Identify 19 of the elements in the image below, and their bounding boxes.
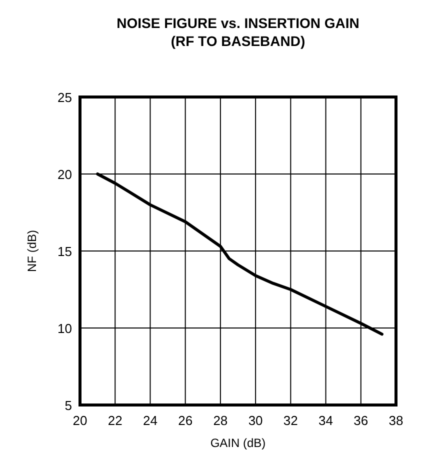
x-tick-label: 34 [318, 413, 334, 428]
x-tick-label: 26 [178, 413, 193, 428]
x-tick-label: 20 [72, 413, 88, 428]
x-tick-label: 36 [354, 413, 368, 428]
x-tick-label: 24 [142, 413, 158, 428]
y-tick-label: 25 [58, 90, 72, 105]
y-tick-label: 5 [64, 398, 72, 413]
chart-subtitle: (RF TO BASEBAND) [170, 33, 306, 49]
x-tick-label: 38 [388, 413, 404, 428]
y-tick-label: 10 [58, 321, 72, 336]
y-tick-label: 15 [58, 244, 72, 259]
y-axis-title: NF (dB) [25, 230, 39, 272]
x-tick-label: 32 [283, 413, 298, 428]
x-axis-title: GAIN (dB) [210, 436, 266, 450]
x-tick-label: 28 [213, 413, 228, 428]
chart-title: NOISE FIGURE vs. INSERTION GAIN [116, 15, 360, 31]
y-tick-label: 20 [58, 167, 72, 182]
x-tick-label: 22 [108, 413, 122, 428]
x-tick-label: 30 [248, 413, 263, 428]
